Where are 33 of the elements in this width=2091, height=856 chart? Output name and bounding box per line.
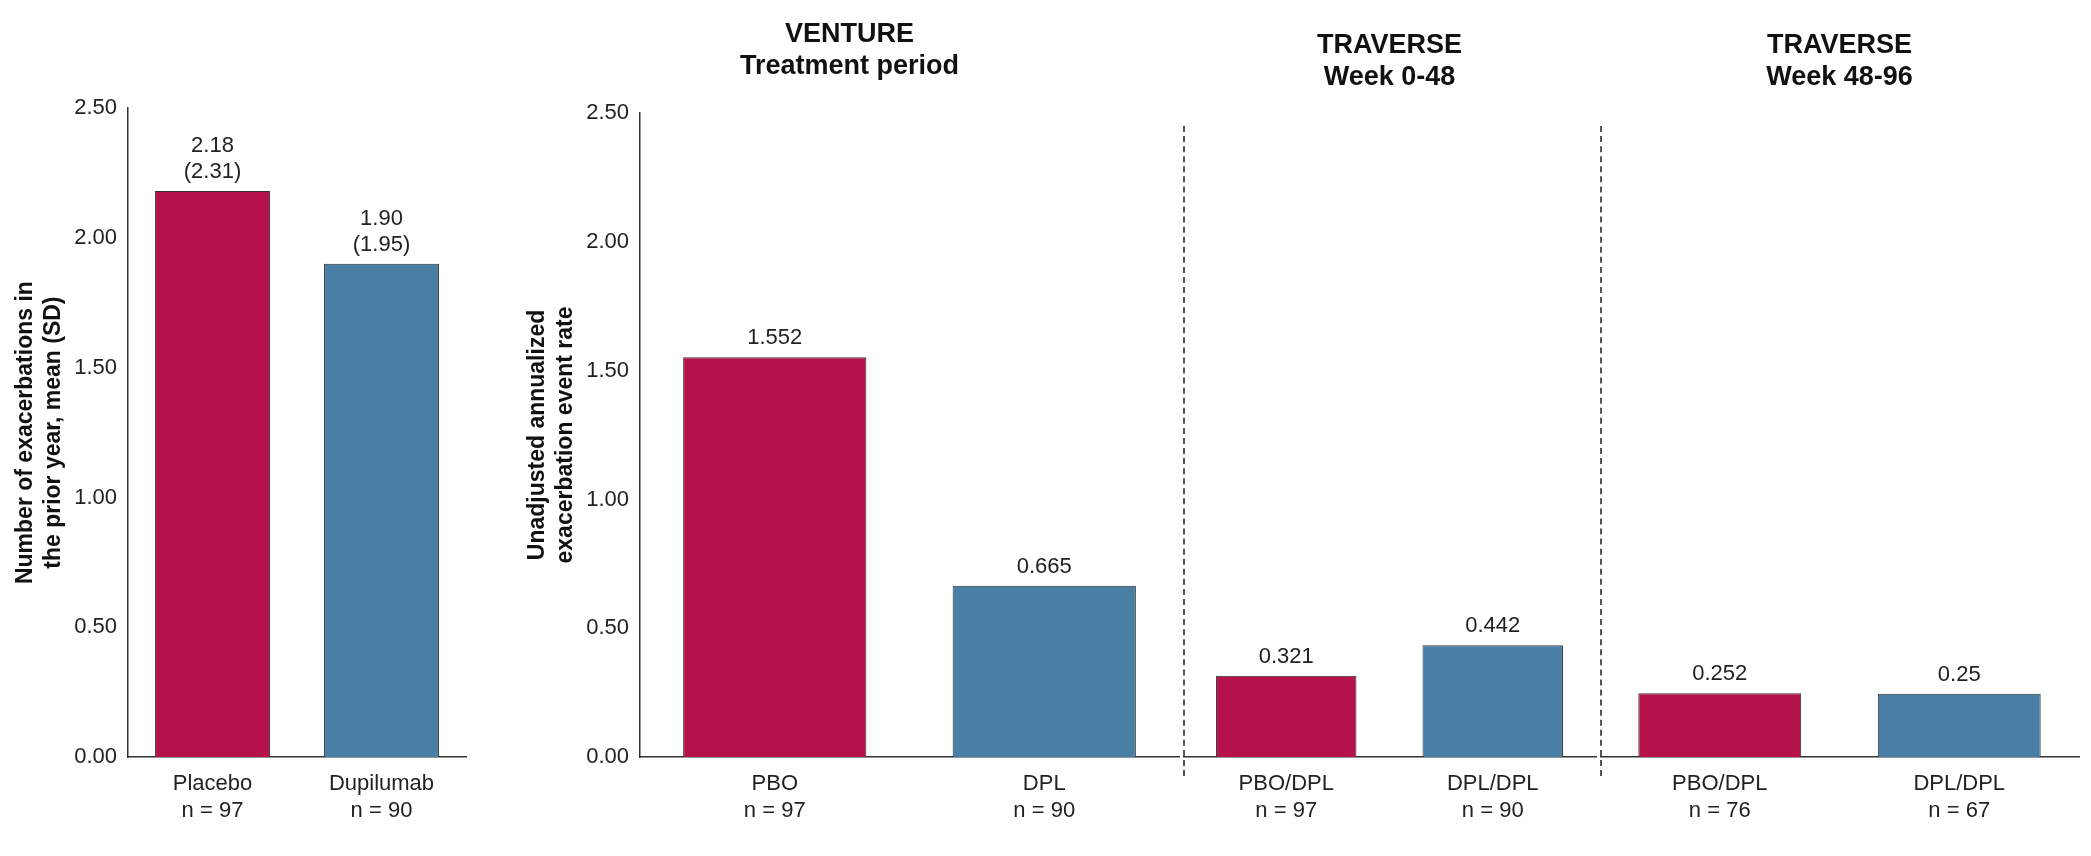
x-tick-label: DPL/DPL n = 67 bbox=[1913, 770, 2006, 822]
y-tick-label: 1.50 bbox=[586, 356, 630, 382]
x-tick-label: PBO/DPL n = 97 bbox=[1238, 770, 1334, 822]
chart-title: VENTURE Treatment period bbox=[739, 17, 960, 81]
x-tick-label: DPL/DPL n = 90 bbox=[1446, 770, 1539, 822]
y-tick-label: 2.00 bbox=[586, 227, 630, 253]
y-tick-label: 2.50 bbox=[74, 94, 118, 120]
x-tick-label: DPL n = 90 bbox=[1013, 770, 1076, 822]
y-tick-label: 0.00 bbox=[74, 743, 118, 769]
x-tick-label: Dupilumab n = 90 bbox=[328, 770, 435, 822]
x-tick-label: PBO/DPL n = 76 bbox=[1672, 770, 1768, 822]
chart-title: TRAVERSE Week 48-96 bbox=[1766, 28, 1913, 92]
x-tick-label: Placebo n = 97 bbox=[172, 770, 253, 822]
y-tick-label: 1.00 bbox=[74, 483, 118, 509]
data-label: 0.321 bbox=[1258, 642, 1314, 668]
data-label: 0.252 bbox=[1692, 660, 1748, 686]
y-tick-label: 0.50 bbox=[74, 613, 118, 639]
data-label: 2.18 (2.31) bbox=[183, 132, 242, 184]
y-tick-label: 1.50 bbox=[74, 353, 118, 379]
data-label: 0.442 bbox=[1465, 612, 1521, 638]
data-label: 0.25 bbox=[1937, 660, 1981, 686]
y-tick-label: 2.00 bbox=[74, 223, 118, 249]
y-axis-title: Number of exacerbations in the prior year, mean (SD) bbox=[11, 281, 65, 585]
y-tick-label: 1.00 bbox=[586, 485, 630, 511]
data-label: 1.90 (1.95) bbox=[352, 204, 411, 256]
x-tick-label: PBO n = 97 bbox=[743, 770, 806, 822]
y-tick-label: 2.50 bbox=[586, 98, 630, 124]
y-axis-title: Unadjusted annualized exacerbation event rate bbox=[523, 306, 577, 564]
data-label: 0.665 bbox=[1016, 552, 1072, 578]
chart-title: TRAVERSE Week 0-48 bbox=[1316, 28, 1463, 92]
y-tick-label: 0.00 bbox=[586, 743, 630, 769]
data-label: 1.552 bbox=[747, 324, 803, 350]
y-tick-label: 0.50 bbox=[586, 614, 630, 640]
